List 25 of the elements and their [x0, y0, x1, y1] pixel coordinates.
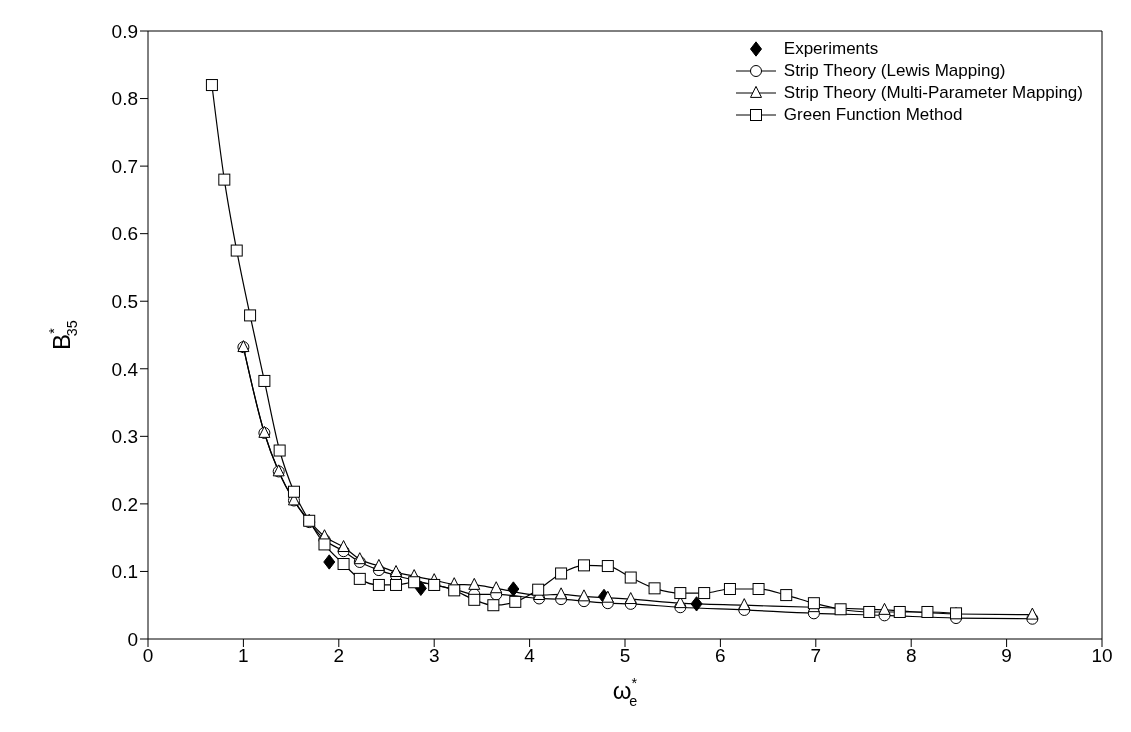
x-tick-label: 6 [715, 645, 726, 667]
x-tick-label: 8 [905, 645, 917, 667]
y-tick-label: 0.7 [111, 155, 138, 177]
y-tick-label: 0.4 [111, 358, 139, 380]
legend-label: Green Function Method [783, 104, 963, 126]
y-tick-label: 0.3 [111, 426, 138, 448]
x-tick-label: 3 [428, 645, 440, 667]
legend-label: Experiments [783, 38, 879, 60]
legend-label: Strip Theory (Multi-Parameter Mapping) [783, 82, 1083, 104]
x-tick-label: 2 [333, 645, 345, 667]
y-tick-label: 0.2 [111, 493, 138, 515]
y-tick-label: 0.9 [111, 20, 138, 42]
y-tick-label: 0.6 [111, 223, 138, 245]
x-tick-label: 4 [524, 645, 536, 667]
y-tick-label: 0.8 [111, 88, 138, 110]
x-tick-label: 1 [238, 645, 249, 667]
y-tick-label: 0 [127, 628, 138, 650]
y-tick-label: 0.1 [111, 561, 138, 583]
legend-label: Strip Theory (Lewis Mapping) [783, 60, 1006, 82]
x-tick-label: 0 [142, 645, 154, 667]
x-tick-label: 5 [619, 645, 631, 667]
x-tick-label: 9 [1001, 645, 1012, 667]
x-tick-label: 7 [810, 645, 822, 667]
y-tick-label: 0.5 [111, 290, 138, 312]
x-tick-label: 10 [1091, 645, 1113, 667]
